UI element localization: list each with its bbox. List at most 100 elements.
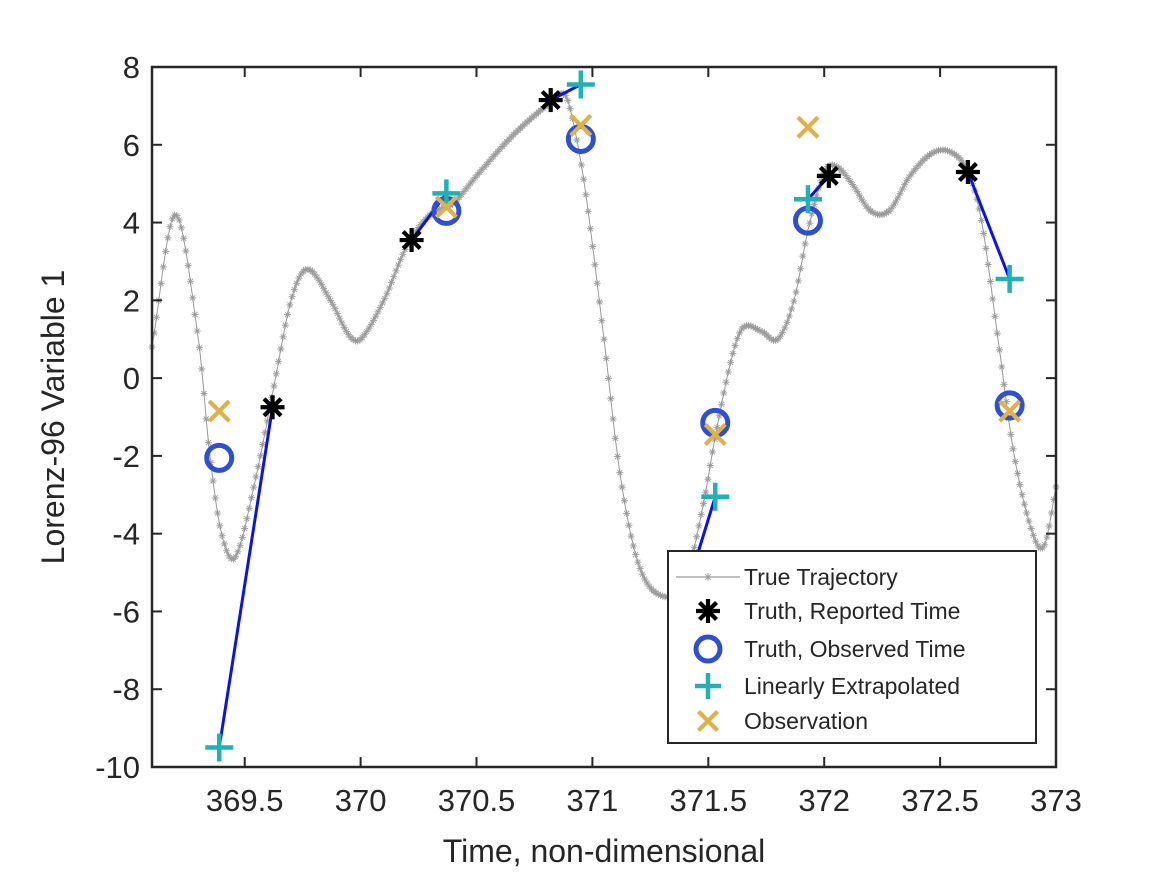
x-tick-label: 369.5 [206,783,284,818]
extrapolation-segment [217,407,275,748]
trajectory-point [731,342,739,350]
y-tick-label: -4 [112,517,140,552]
trajectory-point [191,311,199,319]
trajectory-point [383,289,391,297]
trajectory-point [243,515,251,523]
trajectory-point [727,358,735,366]
trajectory-point [573,136,581,144]
trajectory-point [1018,491,1026,499]
trajectory-point [785,312,793,320]
trajectory-point [223,547,231,555]
trajectory-point [293,279,301,287]
trajectory-point [718,400,726,408]
trajectory-point [892,198,900,206]
trajectory-point [589,242,597,250]
asterisk-point [538,88,563,113]
trajectory-point [232,553,240,561]
trajectory-point [806,219,814,227]
trajectory-point [320,285,328,293]
trajectory-point [702,488,710,496]
legend-swatches [676,573,740,732]
trajectory-point [625,521,633,529]
trajectory-point [1009,445,1017,453]
trajectory-point [638,570,646,578]
trajectory-point [708,448,716,456]
trajectory-point [376,303,384,311]
trajectory-point [162,247,170,255]
trajectory-point [794,277,802,285]
legend-swatch-trajectory [704,573,712,581]
trajectory-point [586,225,594,233]
cross-point [569,113,593,137]
plus-point [701,482,730,511]
trajectory-point [591,261,599,269]
y-tick-label: 6 [123,128,140,163]
trajectory-point [238,533,246,541]
extrapolation-segment [695,496,717,558]
trajectory-point [313,273,321,281]
trajectory-point [164,234,172,242]
circle-point [204,442,235,473]
trajectory-point [252,473,260,481]
true-trajectory-series [148,89,1060,601]
plus-point [995,264,1024,293]
x-tick-label: 371 [567,783,619,818]
trajectory-point [1041,541,1049,549]
trajectory-point [788,305,796,313]
trajectory-point [327,296,335,304]
trajectory-point [566,105,574,113]
trajectory-point [288,293,296,301]
trajectory-point [797,265,805,273]
trajectory-point [989,295,997,303]
trajectory-point [1000,380,1008,388]
trajectory-point [889,202,897,210]
legend-box [667,550,1037,744]
legend-label-observation: Observation [744,708,868,734]
trajectory-point [623,509,631,517]
cross-point [796,115,820,139]
plus-point [793,185,822,214]
trajectory-point [281,321,289,329]
legend-label-truth-reported: Truth, Reported Time [744,598,960,624]
trajectory-point [200,389,208,397]
truth-reported-time-series [260,88,980,420]
trajectory-point [1025,517,1033,525]
trajectory-point [270,382,278,390]
trajectory-point [284,310,292,318]
x-tick-label: 372.5 [901,783,979,818]
legend: True Trajectory Truth, Reported Time Tru… [667,550,1037,744]
cross-point [434,195,458,219]
x-axis-label: Time, non-dimensional [443,833,766,869]
trajectory-point [1011,458,1019,466]
trajectory-point [205,439,212,447]
y-tick-label: -8 [112,672,140,707]
y-axis-tick-labels: -10 -8 -6 -4 -2 0 2 4 6 8 [95,50,140,785]
trajectory-point [991,312,999,320]
trajectory-point [1029,531,1037,539]
trajectory-point [275,357,283,365]
trajectory-point [385,284,393,292]
y-tick-label: -10 [95,750,140,785]
trajectory-point [182,247,190,255]
trajectory-point [905,173,913,181]
trajectory-point [175,216,183,224]
cross-point [998,399,1022,423]
trajectory-point [980,230,988,238]
trajectory-point [1043,533,1051,541]
y-tick-label: 0 [123,361,140,396]
trajectory-point [333,309,341,317]
trajectory-point [704,475,712,483]
trajectory-point [1016,480,1024,488]
trajectory-point [614,452,622,460]
trajectory-point [783,318,791,326]
trajectory-point [634,558,642,566]
trajectory-point [643,579,651,587]
trajectory-point [365,324,373,332]
trajectory-point [607,395,615,403]
y-axis-label: Lorenz-96 Variable 1 [35,270,71,565]
trajectory-point [733,335,741,343]
trajectory-point [609,415,617,423]
trajectory-point [577,161,585,169]
trajectory-point [584,207,592,215]
